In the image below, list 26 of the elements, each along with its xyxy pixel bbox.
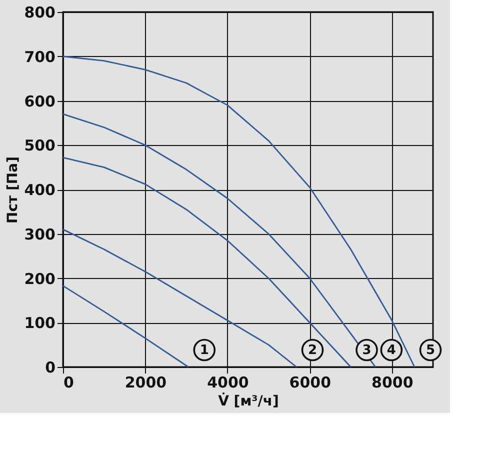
line-series — [62, 56, 416, 368]
line-series — [62, 113, 376, 368]
series-label: 4 — [386, 343, 396, 358]
y-tick-label: 100 — [24, 314, 56, 332]
y-tick-label: 500 — [24, 136, 56, 155]
y-tick-label: 300 — [24, 225, 56, 244]
series-label: 2 — [308, 343, 318, 358]
line-series — [62, 156, 352, 368]
y-tick-label: 700 — [24, 48, 56, 66]
line-series — [62, 285, 190, 368]
x-tick-label: 4000 — [207, 374, 249, 392]
y-tick-label: 400 — [24, 181, 56, 199]
line-series — [62, 228, 298, 368]
y-tick-label: 0 — [45, 358, 56, 376]
series-label: 5 — [426, 343, 436, 358]
y-tick-label: 200 — [24, 270, 56, 288]
y-tick-label: 800 — [24, 4, 56, 22]
y-axis-title: Пст [Па] — [5, 156, 22, 224]
x-axis-title: V̇ [м³/ч] — [218, 392, 279, 410]
x-tick-label: 8000 — [372, 374, 414, 392]
series-label: 1 — [200, 343, 209, 358]
x-tick-label: 0 — [64, 374, 74, 392]
y-tick-label: 600 — [24, 92, 56, 110]
x-tick-label: 6000 — [289, 374, 332, 392]
x-tick-label: 2000 — [124, 374, 167, 392]
series-label: 3 — [362, 343, 372, 358]
